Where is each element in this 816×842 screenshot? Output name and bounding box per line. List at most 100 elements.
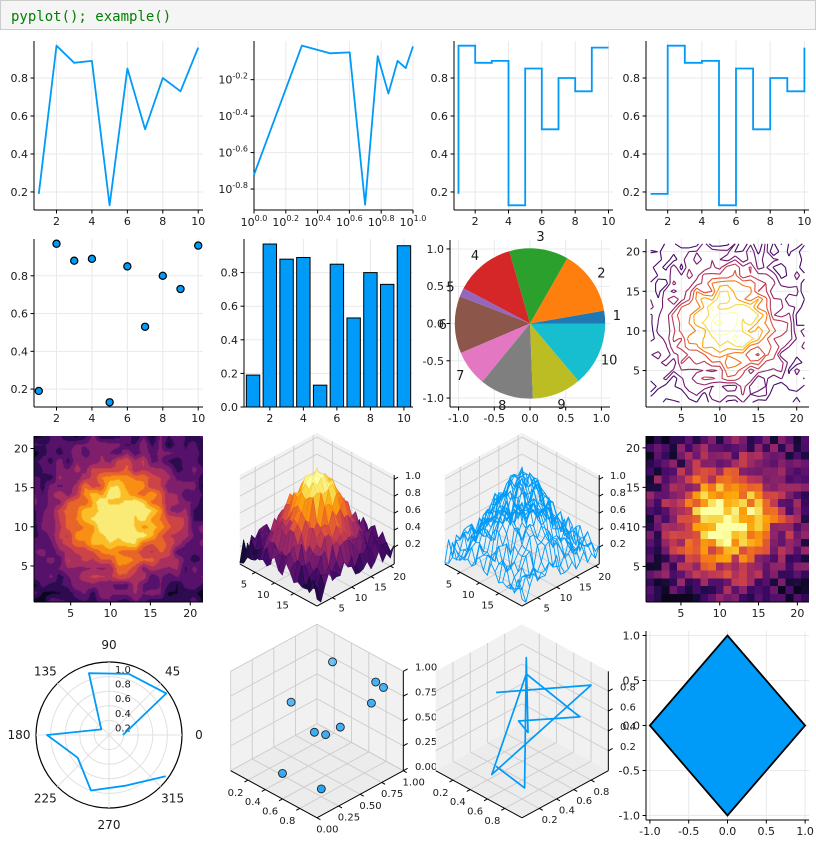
svg-text:0.6: 0.6	[405, 505, 421, 516]
svg-text:100.2: 100.2	[272, 214, 299, 229]
subplot-loglog-line: 100.0 100.2 100.4 100.6 100.8 101.0 10-0.2 10-0…	[210, 34, 426, 232]
svg-text:0.4: 0.4	[610, 522, 626, 533]
svg-text:0.5: 0.5	[557, 412, 575, 425]
svg-text:45: 45	[165, 664, 180, 678]
svg-text:2: 2	[597, 266, 605, 281]
svg-text:0.6: 0.6	[11, 110, 29, 123]
svg-text:1.00: 1.00	[403, 777, 425, 788]
svg-text:0.8: 0.8	[610, 488, 626, 499]
svg-text:0.6: 0.6	[115, 694, 131, 705]
code-cell: pyplot(); example()	[0, 0, 816, 30]
svg-text:100.4: 100.4	[304, 214, 331, 229]
svg-text:5: 5	[677, 607, 684, 620]
svg-text:10: 10	[397, 412, 411, 425]
svg-text:0.4: 0.4	[623, 148, 641, 161]
svg-text:0.75: 0.75	[381, 789, 403, 800]
subplot-step-post: 2 4 6 8 10 0.2 0.4 0.6 0.8	[620, 34, 816, 232]
svg-text:101.0: 101.0	[400, 214, 427, 229]
svg-text:0.8: 0.8	[620, 682, 636, 693]
svg-text:1.0: 1.0	[115, 665, 131, 676]
svg-text:-1.0: -1.0	[448, 412, 469, 425]
svg-text:0.4: 0.4	[221, 334, 239, 347]
svg-text:315: 315	[161, 792, 184, 806]
svg-text:3: 3	[536, 230, 544, 245]
svg-text:8: 8	[572, 215, 579, 228]
svg-text:-0.5: -0.5	[619, 765, 640, 778]
svg-text:5: 5	[241, 579, 247, 590]
svg-text:0.8: 0.8	[593, 787, 609, 798]
svg-text:6: 6	[733, 215, 740, 228]
svg-text:0.50: 0.50	[415, 712, 437, 723]
svg-text:1.0: 1.0	[610, 471, 626, 482]
svg-text:20: 20	[393, 572, 406, 583]
svg-text:100.8: 100.8	[368, 214, 395, 229]
scatter-chart: 2 4 6 8 10 0.2 0.4 0.6 0.8	[11, 239, 205, 425]
svg-text:0.0: 0.0	[623, 720, 641, 733]
subplot-contour: 5 10 15 20 5 10 15 20	[620, 232, 816, 429]
svg-text:0.6: 0.6	[576, 796, 592, 807]
svg-text:1.0: 1.0	[796, 825, 814, 838]
subplot-step-pre: 2 4 6 8 10 0.2 0.4 0.6 0.8	[420, 34, 620, 232]
svg-text:10: 10	[713, 412, 727, 425]
svg-text:1.0: 1.0	[623, 630, 641, 643]
svg-text:10: 10	[626, 521, 640, 534]
svg-text:2: 2	[266, 412, 273, 425]
svg-text:10-0.4: 10-0.4	[218, 108, 248, 123]
svg-text:0.2: 0.2	[623, 186, 641, 199]
svg-text:5: 5	[544, 604, 550, 615]
svg-text:6: 6	[124, 215, 131, 228]
svg-text:5: 5	[633, 365, 640, 378]
svg-text:15: 15	[14, 482, 28, 495]
svg-text:15: 15	[579, 583, 592, 594]
svg-text:135: 135	[34, 664, 57, 678]
svg-text:0.8: 0.8	[11, 270, 29, 283]
raster-image	[646, 436, 809, 602]
svg-text:8: 8	[767, 215, 774, 228]
svg-text:15: 15	[626, 285, 640, 298]
svg-text:0.4: 0.4	[450, 797, 466, 808]
svg-text:0.5: 0.5	[758, 825, 776, 838]
subplot-heatmap: 5 10 15 20 5 10 15 20	[620, 429, 816, 624]
svg-text:0.2: 0.2	[228, 788, 244, 799]
svg-text:0.8: 0.8	[221, 267, 239, 280]
svg-text:0.2: 0.2	[433, 788, 449, 799]
svg-text:0.4: 0.4	[431, 148, 449, 161]
subplot-pie: -1.0 -0.5 0.0 0.5 1.0 -1.0 -0.5 0.0 0.5 1.0 1 2 3 4 5 6…	[420, 230, 622, 429]
svg-text:10: 10	[355, 593, 368, 604]
subplot-filled-contour: 5 10 15 20 5 10 15 20	[0, 429, 210, 624]
svg-text:20: 20	[598, 572, 611, 583]
svg-text:15: 15	[626, 481, 640, 494]
svg-text:0.25: 0.25	[415, 737, 437, 748]
bar-chart: 2 4 6 8 10 0.0 0.2 0.4 0.6 0.8	[221, 239, 413, 425]
svg-text:225: 225	[34, 792, 57, 806]
svg-text:0.8: 0.8	[11, 72, 29, 85]
svg-text:270: 270	[98, 818, 121, 832]
svg-text:-1.0: -1.0	[619, 810, 640, 823]
svg-text:1: 1	[613, 309, 621, 324]
svg-text:10: 10	[104, 607, 118, 620]
svg-text:4: 4	[505, 215, 512, 228]
svg-text:2: 2	[53, 412, 60, 425]
subplot-path-3d: 0.2 0.4 0.6 0.8 0.2 0.4 0.6 0.8 0.2 0.4 0.6 0.8	[420, 624, 636, 842]
svg-text:0.00: 0.00	[415, 762, 437, 773]
svg-text:0.2: 0.2	[610, 539, 626, 550]
wireframe-3d: 5 10 15 5 10 15 20 0.2 0.4 0.6 0.8 1.0	[444, 432, 626, 615]
svg-text:0.8: 0.8	[279, 816, 295, 827]
svg-text:20: 20	[626, 442, 640, 455]
path-3d: 0.20.40.60.8 0.20.40.60.80.20.40.60.8	[433, 624, 636, 827]
svg-text:0.6: 0.6	[221, 300, 239, 313]
svg-text:20: 20	[183, 607, 197, 620]
svg-text:8: 8	[159, 412, 166, 425]
svg-text:6: 6	[439, 318, 447, 333]
svg-text:5: 5	[446, 579, 452, 590]
svg-text:20: 20	[626, 246, 640, 259]
svg-text:-1.0: -1.0	[639, 825, 660, 838]
svg-text:10: 10	[191, 412, 205, 425]
svg-text:0.8: 0.8	[623, 72, 641, 85]
contour-chart: 5 10 15 20 5 10 15 20	[626, 239, 809, 425]
svg-text:10: 10	[626, 325, 640, 338]
svg-text:4: 4	[300, 412, 307, 425]
svg-text:0.5: 0.5	[623, 675, 641, 688]
svg-text:10: 10	[462, 590, 475, 601]
svg-text:0.25: 0.25	[338, 813, 360, 824]
